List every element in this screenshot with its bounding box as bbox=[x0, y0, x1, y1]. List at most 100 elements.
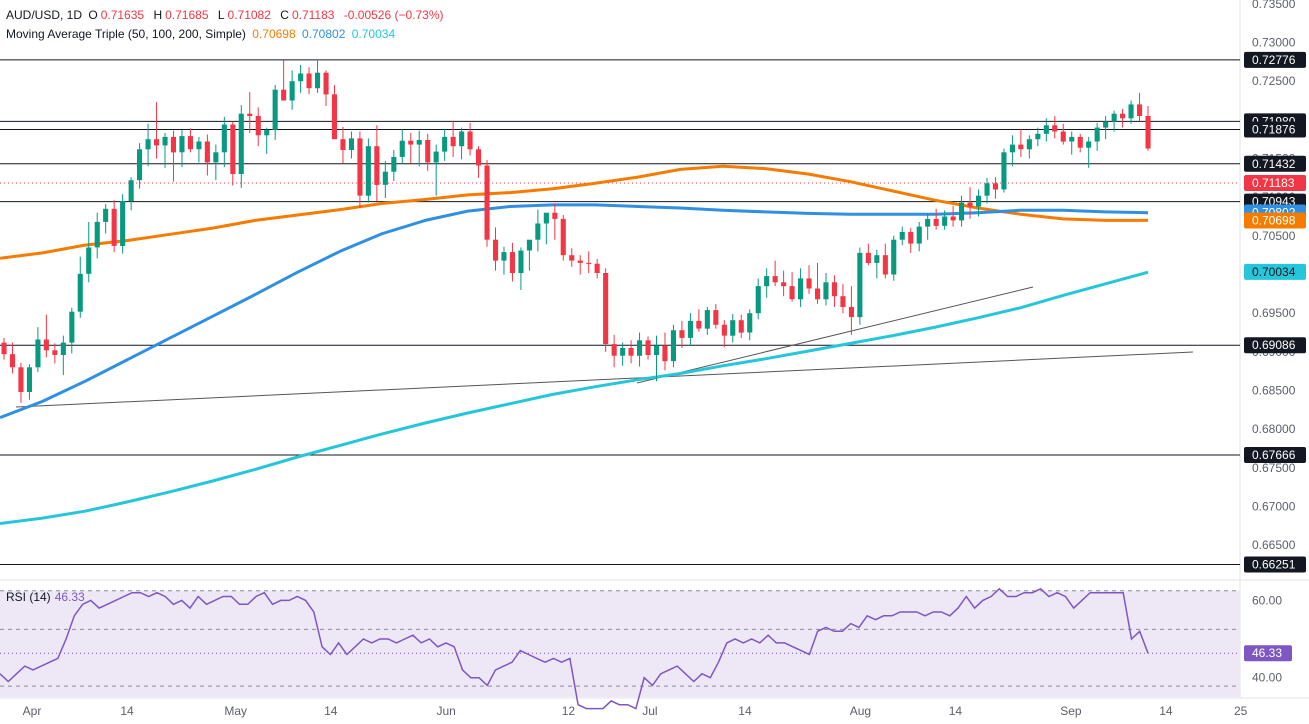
candle bbox=[679, 320, 685, 348]
candle-body bbox=[484, 165, 490, 240]
candle bbox=[103, 204, 109, 234]
candle-body bbox=[52, 350, 58, 355]
price-tick-label: 0.66500 bbox=[1252, 538, 1296, 552]
candle-body bbox=[340, 139, 346, 150]
candle bbox=[1018, 129, 1024, 157]
candle-body bbox=[331, 94, 337, 140]
price-label: 0.71432 bbox=[1252, 157, 1296, 171]
candle bbox=[255, 107, 261, 147]
candle bbox=[43, 314, 49, 358]
candle bbox=[221, 116, 227, 168]
candle bbox=[552, 203, 558, 240]
candle-body bbox=[281, 89, 287, 101]
candle bbox=[1094, 122, 1100, 151]
price-tick-label: 0.67500 bbox=[1252, 461, 1296, 475]
candle-body bbox=[687, 320, 693, 338]
candle-body bbox=[594, 263, 600, 273]
candle-body bbox=[255, 116, 261, 136]
candle-body bbox=[154, 139, 160, 146]
candle-body bbox=[1060, 131, 1066, 142]
candle bbox=[755, 278, 761, 320]
candle bbox=[925, 214, 931, 240]
candle bbox=[187, 128, 193, 153]
candle-body bbox=[1137, 104, 1143, 116]
candle-body bbox=[925, 218, 931, 227]
price-label-bg bbox=[1244, 447, 1306, 464]
trendline-short bbox=[636, 286, 1034, 384]
candle bbox=[399, 129, 405, 164]
price-tick-label: 0.73500 bbox=[1252, 0, 1296, 11]
candle bbox=[230, 121, 236, 186]
candle-body bbox=[1086, 141, 1092, 148]
candle bbox=[620, 342, 626, 366]
candle bbox=[696, 309, 702, 332]
candle bbox=[518, 247, 524, 290]
candle-body bbox=[323, 72, 329, 95]
candle-body bbox=[272, 89, 278, 130]
candle bbox=[298, 64, 304, 93]
candle bbox=[196, 136, 202, 163]
candle-body bbox=[942, 216, 948, 226]
candle bbox=[747, 309, 753, 341]
candle bbox=[60, 335, 66, 376]
candle-body bbox=[747, 313, 753, 333]
candle-body bbox=[493, 239, 499, 261]
candle-body bbox=[247, 113, 253, 116]
candle-body bbox=[60, 342, 66, 355]
candle-body bbox=[391, 157, 397, 172]
candle bbox=[382, 160, 388, 198]
candle bbox=[687, 313, 693, 346]
candle bbox=[340, 126, 346, 164]
candle-body bbox=[933, 218, 939, 226]
candle bbox=[662, 332, 668, 371]
candle-body bbox=[1111, 113, 1117, 122]
candle bbox=[586, 251, 592, 273]
candle-body bbox=[69, 311, 75, 343]
candle bbox=[815, 262, 821, 304]
candle bbox=[433, 144, 439, 196]
candle-body bbox=[552, 212, 558, 219]
candle-body bbox=[798, 278, 804, 300]
candle-body bbox=[408, 140, 414, 145]
candle-body bbox=[823, 282, 829, 300]
candle-body bbox=[1, 342, 7, 355]
candle-body bbox=[654, 345, 660, 355]
price-tick-label: 0.69500 bbox=[1252, 306, 1296, 320]
price-label: 0.71183 bbox=[1252, 176, 1295, 190]
high-label: H 0.71685 bbox=[153, 8, 209, 22]
candle bbox=[69, 307, 75, 354]
price-label-bg bbox=[1244, 556, 1306, 573]
candle bbox=[577, 255, 583, 275]
candle-body bbox=[196, 141, 202, 150]
candle-body bbox=[891, 239, 897, 275]
rsi-tick-label: 40.00 bbox=[1252, 671, 1282, 685]
candle bbox=[713, 303, 719, 329]
candle-body bbox=[628, 348, 634, 356]
candle-body bbox=[662, 345, 668, 362]
candle bbox=[908, 228, 914, 253]
candle bbox=[891, 235, 897, 281]
candle bbox=[882, 243, 888, 279]
ohlc-legend: AUD/USD, 1D O 0.71635 H 0.71685 L 0.71082 C… bbox=[6, 8, 447, 22]
candle-body bbox=[103, 208, 109, 222]
candle bbox=[416, 130, 422, 167]
candle-body bbox=[1103, 121, 1109, 128]
candle bbox=[162, 133, 168, 168]
candle bbox=[9, 342, 15, 374]
time-tick-label: Jul bbox=[642, 704, 657, 718]
candle bbox=[806, 265, 812, 294]
candle bbox=[331, 85, 337, 140]
candle-body bbox=[1009, 144, 1015, 153]
candle bbox=[35, 327, 41, 372]
candle bbox=[865, 243, 871, 266]
candle bbox=[120, 194, 126, 254]
candle-body bbox=[679, 330, 685, 338]
candle bbox=[526, 239, 532, 271]
candle bbox=[1009, 135, 1015, 167]
price-label-bg bbox=[1244, 51, 1306, 68]
candle bbox=[272, 85, 278, 140]
candle-body bbox=[77, 273, 83, 312]
candle-body bbox=[348, 138, 354, 150]
ma50-line bbox=[0, 164, 1148, 260]
